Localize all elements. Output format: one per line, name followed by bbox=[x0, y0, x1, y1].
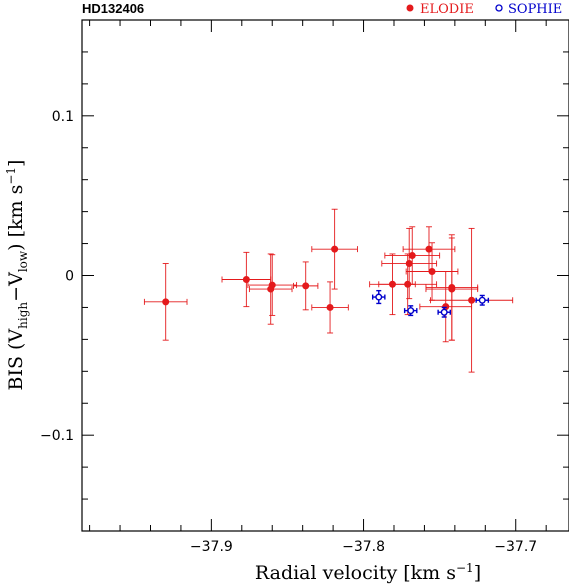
y-tick-label: 0.1 bbox=[52, 109, 74, 125]
data-point-elodie bbox=[425, 237, 479, 341]
x-tick-label: −37.9 bbox=[190, 539, 233, 555]
series-elodie bbox=[143, 208, 514, 373]
x-tick-label: −37.7 bbox=[494, 539, 537, 555]
data-point-elodie bbox=[378, 253, 438, 316]
data-point-elodie bbox=[143, 263, 188, 341]
plot-frame bbox=[81, 19, 569, 532]
data-point-elodie bbox=[293, 261, 319, 311]
marker bbox=[440, 308, 448, 316]
x-axis-title: Radial velocity [km s−1] bbox=[255, 561, 481, 584]
data-point-elodie bbox=[384, 226, 441, 285]
x-tick-labels: −37.9 −37.8 −37.7 bbox=[190, 539, 537, 555]
data-point-sophie bbox=[403, 305, 418, 317]
data-point-elodie bbox=[430, 227, 514, 373]
data-point-elodie bbox=[247, 254, 298, 316]
chart-title: HD132406 bbox=[82, 1, 144, 16]
marker bbox=[242, 275, 250, 283]
marker bbox=[448, 285, 456, 293]
marker bbox=[375, 293, 383, 301]
marker bbox=[267, 285, 275, 293]
series-sophie bbox=[371, 289, 490, 318]
marker bbox=[302, 282, 310, 290]
marker bbox=[405, 260, 413, 268]
data-point-elodie bbox=[311, 281, 349, 334]
data-point-elodie bbox=[419, 271, 473, 343]
marker bbox=[478, 296, 486, 304]
legend-label-sophie: SOPHIE bbox=[508, 2, 562, 17]
axis-ticks bbox=[82, 19, 569, 532]
legend: ELODIE SOPHIE bbox=[406, 2, 562, 17]
marker bbox=[408, 252, 416, 260]
data-point-sophie bbox=[371, 289, 386, 305]
data-point-elodie bbox=[311, 208, 358, 290]
legend-label-elodie: ELODIE bbox=[420, 2, 474, 17]
legend-marker-sophie bbox=[495, 4, 503, 12]
data-points bbox=[143, 208, 514, 373]
marker bbox=[407, 307, 415, 315]
marker bbox=[404, 280, 412, 288]
marker bbox=[331, 245, 339, 253]
y-tick-labels: −0.1 0 0.1 bbox=[40, 109, 74, 444]
legend-marker-elodie bbox=[406, 4, 414, 12]
data-point-elodie bbox=[221, 251, 272, 308]
data-point-sophie bbox=[475, 294, 490, 306]
marker bbox=[468, 296, 476, 304]
marker bbox=[428, 268, 436, 276]
data-point-elodie bbox=[405, 242, 459, 301]
y-tick-label: −0.1 bbox=[40, 428, 74, 444]
data-point-sophie bbox=[437, 306, 451, 318]
data-point-elodie bbox=[381, 227, 438, 300]
marker bbox=[162, 298, 170, 306]
data-point-elodie bbox=[248, 253, 293, 325]
x-tick-label: −37.8 bbox=[342, 539, 385, 555]
y-tick-label: 0 bbox=[65, 269, 74, 285]
marker bbox=[425, 245, 433, 253]
marker bbox=[326, 303, 334, 311]
y-axis-title: BIS (Vhigh−Vlow) [km s−1] bbox=[4, 160, 30, 391]
